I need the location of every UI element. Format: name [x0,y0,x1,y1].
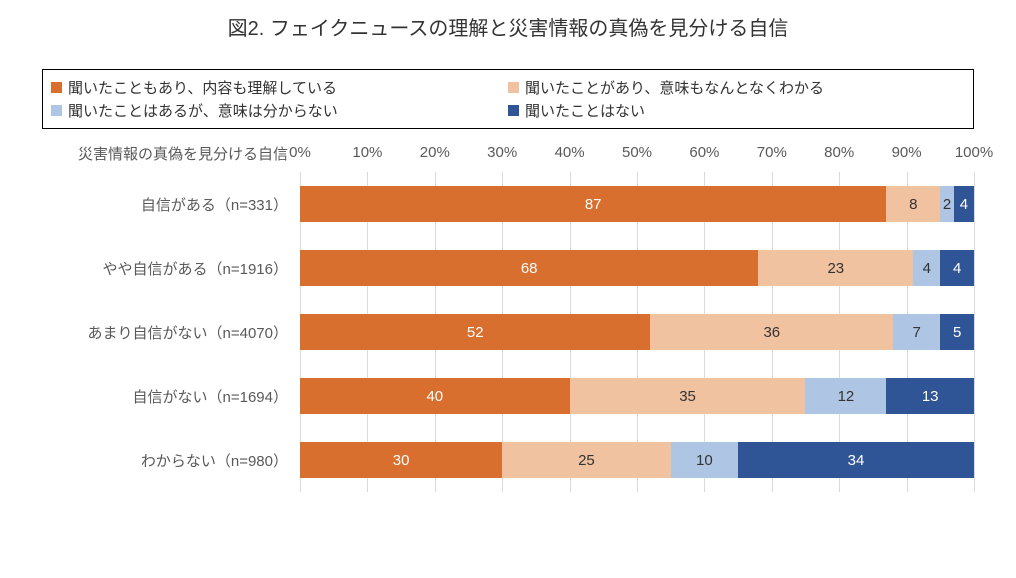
bar-label: わからない（n=980） [20,450,300,471]
bar-segment: 7 [893,314,940,350]
bar-segment: 87 [300,186,886,222]
bar-label: 自信がない（n=1694） [20,386,300,407]
bar-segment: 68 [300,250,758,286]
bar-segment: 35 [570,378,806,414]
axis-tick: 60% [689,144,719,161]
bar-track: 523675 [300,300,974,364]
axis-ticks: 0%10%20%30%40%50%60%70%80%90%100% [300,144,974,164]
bar-segment: 36 [650,314,893,350]
bar-segment: 40 [300,378,570,414]
bar-segment: 2 [940,186,953,222]
axis-tick: 80% [824,144,854,161]
legend-swatch [508,105,519,116]
axis-row: 災害情報の真偽を見分ける自信 0% 10% 20% 30% 40% 50% 60% 70% 80… [20,143,974,164]
bar-segment: 10 [671,442,738,478]
bar-track: 40351213 [300,364,974,428]
legend-swatch [508,82,519,93]
legend-swatch [51,105,62,116]
bar-segment: 23 [758,250,913,286]
legend-label: 聞いたことはない [525,100,645,121]
bar-track: 30251034 [300,428,974,492]
chart-area: 自信がある（n=331）87824やや自信がある（n=1916）682344あま… [20,172,974,492]
bar-segment: 5 [940,314,974,350]
legend-item: 聞いたこともあり、内容も理解している [51,76,508,99]
bar-segment: 52 [300,314,650,350]
legend-item: 聞いたことはあるが、意味は分からない [51,99,508,122]
bar-segment: 4 [954,186,974,222]
bar-row: わからない（n=980）30251034 [20,428,974,492]
bar-segment: 13 [886,378,974,414]
bar-row: やや自信がある（n=1916）682344 [20,236,974,300]
chart-title: 図2. フェイクニュースの理解と災害情報の真偽を見分ける自信 [20,12,996,41]
bar-row: あまり自信がない（n=4070）523675 [20,300,974,364]
stacked-bar: 523675 [300,314,974,350]
stacked-bar: 87824 [300,186,974,222]
bar-segment: 8 [886,186,940,222]
bar-segment: 34 [738,442,974,478]
bar-segment: 25 [502,442,671,478]
axis-tick: 70% [757,144,787,161]
legend-item: 聞いたことがあり、意味もなんとなくわかる [508,76,965,99]
bar-row: 自信がない（n=1694）40351213 [20,364,974,428]
axis-tick: 10% [352,144,382,161]
stacked-bar: 30251034 [300,442,974,478]
stacked-bar: 40351213 [300,378,974,414]
bar-segment: 12 [805,378,886,414]
bar-row: 自信がある（n=331）87824 [20,172,974,236]
legend-label: 聞いたことはあるが、意味は分からない [68,100,338,121]
bar-label: 自信がある（n=331） [20,194,300,215]
axis-tick: 0% [289,144,311,161]
axis-label: 災害情報の真偽を見分ける自信 [20,143,300,164]
bar-track: 682344 [300,236,974,300]
axis-tick: 40% [555,144,585,161]
legend-label: 聞いたことがあり、意味もなんとなくわかる [525,77,824,98]
axis-tick: 20% [420,144,450,161]
legend-label: 聞いたこともあり、内容も理解している [68,77,337,98]
legend-item: 聞いたことはない [508,99,965,122]
bar-segment: 30 [300,442,502,478]
axis-tick: 30% [487,144,517,161]
stacked-bar: 682344 [300,250,974,286]
legend-swatch [51,82,62,93]
axis-tick: 90% [892,144,922,161]
bar-label: あまり自信がない（n=4070） [20,322,300,343]
legend: 聞いたこともあり、内容も理解している聞いたことがあり、意味もなんとなくわかる聞い… [42,69,974,129]
axis-tick: 100% [955,144,993,161]
axis-tick: 50% [622,144,652,161]
bar-track: 87824 [300,172,974,236]
bar-segment: 4 [940,250,974,286]
bar-label: やや自信がある（n=1916） [20,258,300,279]
bar-segment: 4 [913,250,940,286]
